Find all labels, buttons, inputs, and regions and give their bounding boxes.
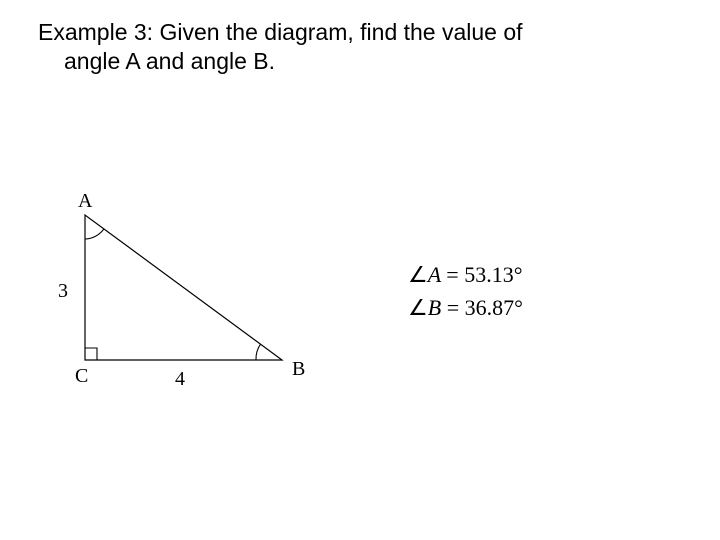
vertex-label-b: B: [292, 358, 305, 381]
side-label-ac: 3: [58, 280, 68, 303]
triangle-diagram: [0, 0, 720, 540]
answer-a-value: 53.13: [464, 262, 514, 287]
answer-angle-b: ∠B = 36.87°: [408, 295, 523, 321]
vertex-label-a: A: [78, 190, 92, 213]
right-angle-mark: [85, 348, 97, 360]
side-label-cb: 4: [175, 368, 185, 391]
triangle: [85, 215, 282, 360]
answer-a-var: A: [428, 262, 441, 287]
equals-sign: =: [447, 295, 459, 320]
equals-sign: =: [446, 262, 458, 287]
answer-b-value: 36.87: [465, 295, 515, 320]
angle-symbol-icon: ∠: [408, 262, 428, 287]
angle-arc-a: [85, 229, 104, 239]
answer-angle-a: ∠A = 53.13°: [408, 262, 523, 288]
vertex-label-c: C: [75, 365, 88, 388]
angle-symbol-icon: ∠: [408, 295, 428, 320]
angle-arc-b: [256, 344, 261, 360]
degree-symbol: °: [514, 262, 523, 287]
answer-b-var: B: [428, 295, 441, 320]
degree-symbol: °: [514, 295, 523, 320]
